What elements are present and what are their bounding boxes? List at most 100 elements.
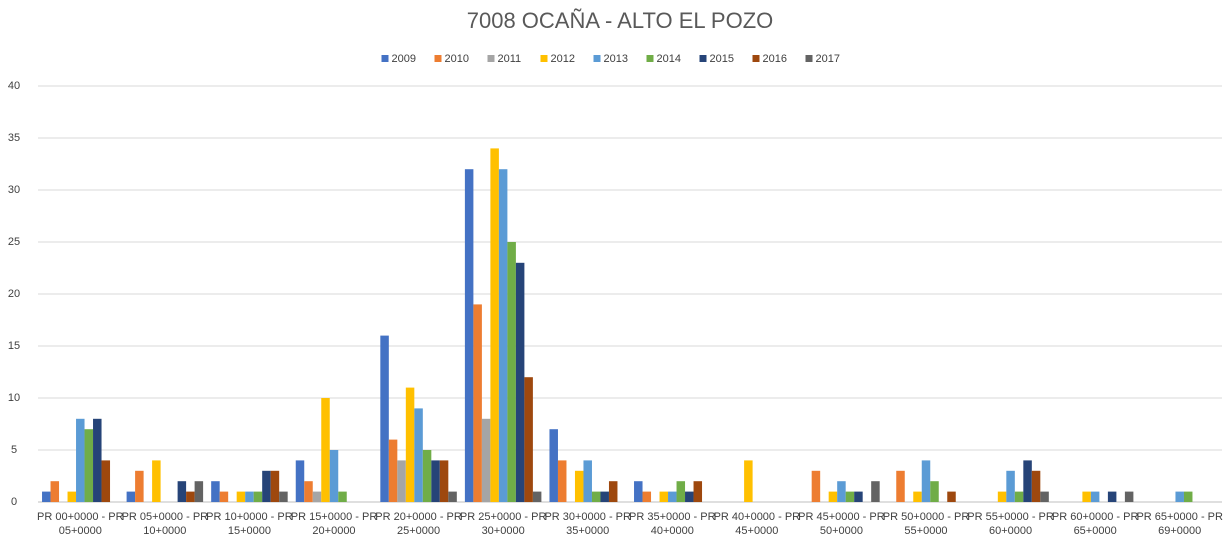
y-tick-label: 40 [8, 80, 20, 92]
bar [186, 491, 195, 502]
x-tick-label: PR 40+0000 - PR 45+0000 [714, 511, 801, 537]
bar [422, 450, 432, 502]
legend-label: 2015 [710, 53, 734, 65]
bar [557, 460, 567, 502]
x-tick-label: PR 65+0000 - PR 69+0000 [1136, 511, 1223, 537]
bar [93, 418, 102, 502]
bar [431, 460, 440, 502]
bar [439, 460, 449, 502]
x-tick-label: PR 60+0000 - PR 65+0000 [1052, 511, 1139, 537]
bar [152, 460, 161, 502]
bar [211, 481, 220, 502]
bar [845, 491, 855, 502]
bar [464, 169, 474, 502]
bar [1031, 470, 1041, 502]
bar [338, 491, 347, 502]
legend-label: 2014 [657, 53, 681, 65]
bar [135, 470, 144, 502]
x-tick-label: PR 25+0000 - PR 30+0000 [460, 511, 547, 537]
bar [405, 387, 415, 502]
bar [1082, 491, 1091, 502]
bar [811, 470, 821, 502]
legend-swatch [593, 55, 601, 62]
bar [329, 450, 339, 502]
bar [1090, 491, 1100, 502]
x-tick-label: PR 00+0000 - PR 05+0000 [37, 511, 124, 537]
x-tick-label: PR 10+0000 - PR 15+0000 [206, 511, 293, 537]
x-tick-label: PR 15+0000 - PR 20+0000 [291, 511, 378, 537]
bar [498, 169, 508, 502]
bar [930, 481, 939, 502]
x-tick-label: PR 50+0000 - PR 55+0000 [883, 511, 970, 537]
legend-swatch [540, 55, 548, 62]
x-tick-label: PR 20+0000 - PR 25+0000 [375, 511, 462, 537]
legend-swatch [434, 55, 442, 62]
bar [295, 460, 305, 502]
bar [608, 481, 618, 502]
legend-label: 2017 [816, 53, 840, 65]
bar [321, 398, 330, 502]
bar [219, 491, 229, 502]
bar [194, 481, 204, 502]
bar [304, 481, 313, 502]
bar [1006, 470, 1015, 502]
bar [50, 481, 60, 502]
y-tick-label: 15 [8, 340, 20, 352]
x-tick-label: PR 55+0000 - PR 60+0000 [967, 511, 1054, 537]
bar [236, 491, 246, 502]
bar [574, 470, 584, 502]
bar [947, 491, 956, 502]
bar [744, 460, 753, 502]
bar [507, 242, 516, 502]
bar [583, 460, 592, 502]
bar [490, 148, 499, 502]
bar [388, 439, 398, 502]
bar [1175, 491, 1184, 502]
bar [837, 481, 846, 502]
bar [871, 481, 880, 502]
legend-label: 2012 [551, 53, 575, 65]
legend-swatch [487, 55, 495, 62]
bar [1107, 491, 1117, 502]
bar [828, 491, 838, 502]
bar [1183, 491, 1193, 502]
legend-swatch [699, 55, 707, 62]
bar [126, 491, 136, 502]
y-tick-label: 20 [8, 288, 20, 300]
bar [685, 491, 694, 502]
bar [676, 481, 686, 502]
bar [448, 491, 457, 502]
bar [1124, 491, 1134, 502]
bar [913, 491, 922, 502]
bar [481, 418, 491, 502]
bar [1014, 491, 1024, 502]
bar [262, 470, 271, 502]
bar [634, 481, 643, 502]
y-tick-label: 25 [8, 236, 20, 248]
bar [473, 304, 482, 502]
bar [42, 491, 51, 502]
bar [668, 491, 677, 502]
bar [76, 418, 85, 502]
bar [600, 491, 609, 502]
x-tick-label: PR 05+0000 - PR 10+0000 [122, 511, 209, 537]
y-tick-label: 10 [8, 392, 20, 404]
bar [84, 429, 94, 502]
bar [380, 335, 389, 502]
y-tick-label: 0 [11, 496, 17, 508]
bar [659, 491, 669, 502]
bar [591, 491, 601, 502]
legend-label: 2011 [498, 53, 522, 65]
bar [67, 491, 77, 502]
bar [524, 377, 533, 502]
bar [270, 470, 280, 502]
y-tick-label: 5 [11, 444, 17, 456]
bar [997, 491, 1007, 502]
y-tick-label: 35 [8, 132, 20, 144]
legend-swatch [805, 55, 813, 62]
legend-label: 2016 [763, 53, 787, 65]
x-tick-label: PR 30+0000 - PR 35+0000 [544, 511, 631, 537]
x-tick-label: PR 35+0000 - PR 40+0000 [629, 511, 716, 537]
bar [101, 460, 111, 502]
